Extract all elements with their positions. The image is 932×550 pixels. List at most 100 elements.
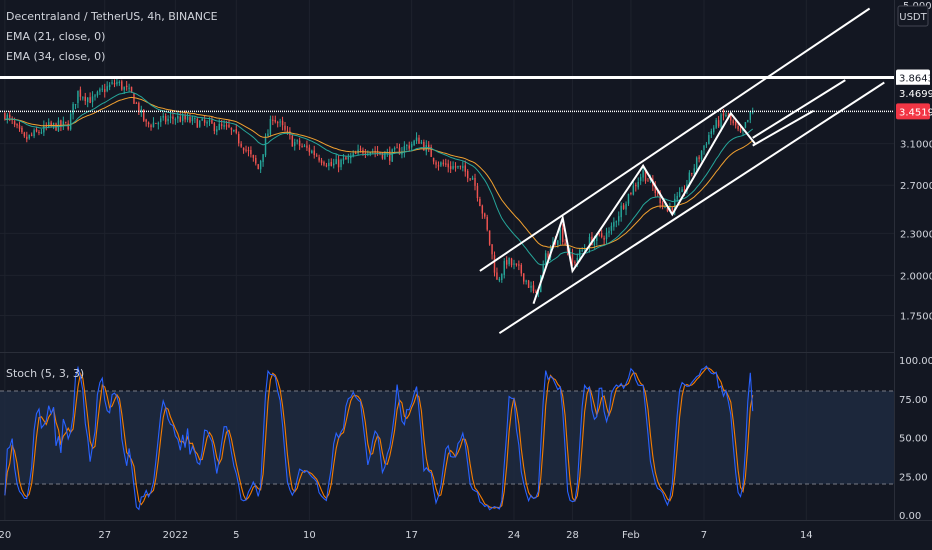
candle [237,131,240,147]
candle [242,147,245,154]
time-tick-labels: 20 27 2022 5 10 17 24 28 Feb 7 14 [0,530,813,541]
candle [737,122,739,132]
candle [639,173,642,185]
horizontal-levels[interactable] [0,75,894,113]
zigzag-pattern[interactable] [532,111,756,305]
candle [150,123,152,131]
candle [598,232,600,237]
candle [561,223,564,245]
stoch-pane[interactable]: Stoch (5, 3, 3) [0,365,894,511]
ema-34-legend[interactable]: EMA (34, close, 0) [6,50,105,63]
candle [308,144,311,156]
channel-upper-line[interactable] [479,7,871,272]
candle [228,120,230,129]
candle [715,117,717,129]
candle [454,162,457,172]
currency-badge[interactable] [897,5,929,27]
candle [259,159,262,173]
candle [194,116,196,124]
candle [33,128,35,139]
candle [199,119,201,128]
candle [191,115,194,125]
candle [28,134,30,140]
candle [233,129,235,133]
breakout-upper-line[interactable] [752,79,846,139]
candle [445,158,447,167]
channel-lower-line[interactable] [498,81,885,335]
candle [91,91,94,108]
candle [250,146,252,158]
candle [133,92,135,104]
candle [437,161,440,171]
candle [708,131,710,145]
candle [152,117,155,128]
candle [600,229,603,239]
candle [574,260,576,266]
svg-text:3.4699: 3.4699 [899,89,932,100]
chart-legend[interactable]: Decentraland / TetherUS, 4h, BINANCE EMA… [6,10,218,63]
stoch-tick-label: 50.00 [899,434,928,445]
candle [186,112,189,123]
candle [717,116,720,128]
trend-drawings[interactable] [479,7,885,335]
candle [281,116,284,131]
candle [320,157,323,166]
candle [79,86,82,101]
candle [513,259,515,270]
candle [415,132,418,145]
candle [94,93,96,101]
candle [491,244,493,260]
candle [47,118,50,129]
candle [725,112,727,118]
candle [666,207,669,213]
candle [125,81,128,91]
candle [389,146,391,165]
symbol-title[interactable]: Decentraland / TetherUS, 4h, BINANCE [6,10,218,23]
candle [255,155,257,166]
price-axis[interactable]: 5.0000 USDT 3.10002.70002.30002.00001.75… [894,0,932,522]
candle [618,211,620,226]
candle [442,159,445,167]
candle [532,280,535,294]
candle [177,110,179,123]
stoch-tick-label: 25.00 [899,472,928,483]
candle [274,115,276,124]
candle [157,121,160,130]
candle [608,227,610,238]
candle [65,121,67,124]
candle [318,154,320,163]
candle [747,119,749,123]
candle [427,141,430,152]
candle [479,196,481,207]
candle [26,131,28,143]
candle [328,158,330,171]
candle [749,110,752,124]
candle [40,129,43,135]
candle [332,158,335,169]
candle [201,117,203,122]
candle [588,233,591,253]
candle [179,112,181,123]
candle [167,115,169,125]
candle [732,118,734,126]
candle [613,217,615,231]
candle [488,230,491,246]
breakout-lower-line[interactable] [752,109,815,147]
candle [610,222,613,235]
ema-21-legend[interactable]: EMA (21, close, 0) [6,30,105,43]
candle [101,84,104,93]
stoch-legend[interactable]: Stoch (5, 3, 3) [6,367,84,380]
candle [21,125,23,134]
candle [240,141,242,148]
candle [486,214,488,232]
candle [6,113,9,124]
time-axis[interactable]: 20 27 2022 5 10 17 24 28 Feb 7 14 [0,520,932,542]
candle [381,152,384,160]
candle [72,102,74,120]
candle [169,111,172,124]
time-tick-label: 20 [0,530,11,541]
stoch-tick-labels: 100.00 75.00 50.00 25.00 0.00 [899,356,932,522]
candle [16,123,18,129]
stoch-k-line [4,365,754,511]
